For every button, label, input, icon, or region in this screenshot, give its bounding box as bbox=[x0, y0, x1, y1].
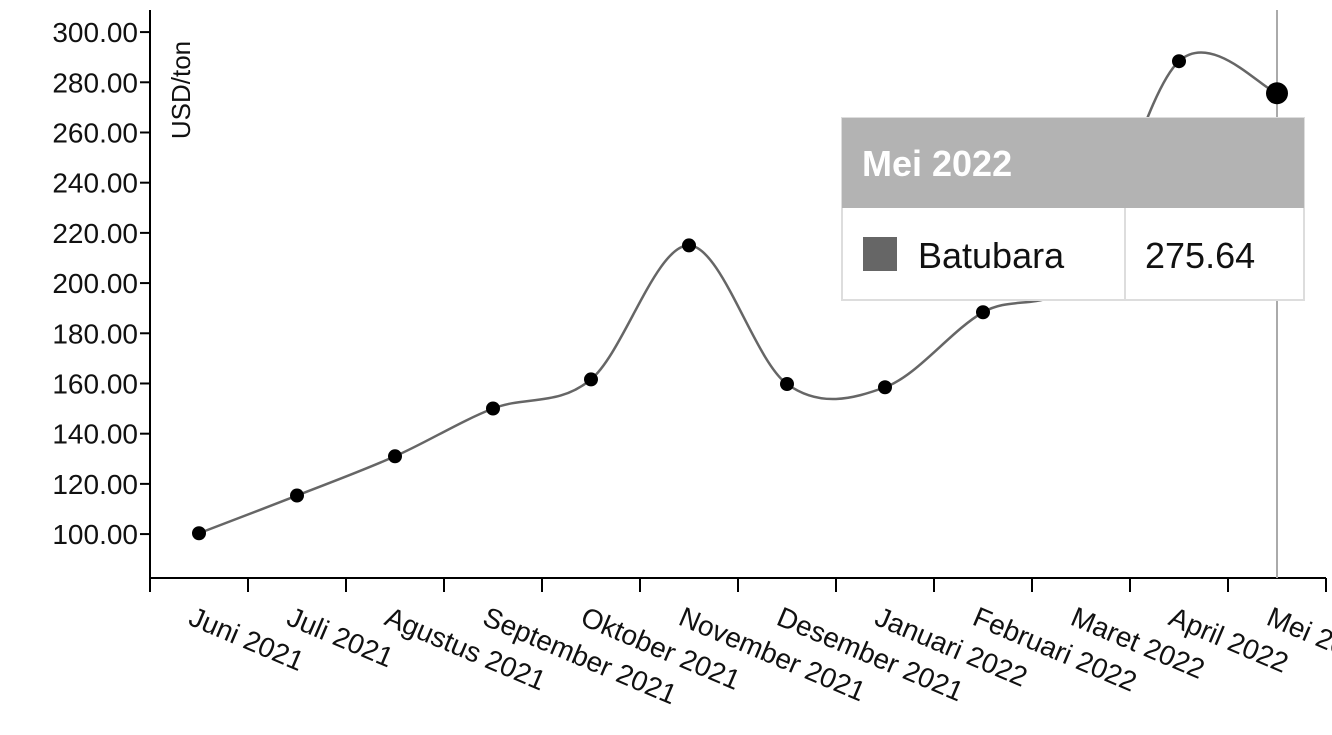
y-tick-label: 260.00 bbox=[52, 117, 138, 148]
y-tick-label: 200.00 bbox=[52, 268, 138, 299]
tooltip-title: Mei 2022 bbox=[862, 143, 1012, 184]
point bbox=[682, 238, 696, 253]
point bbox=[388, 449, 402, 464]
tooltip-series: Batubara bbox=[918, 235, 1065, 276]
point bbox=[486, 401, 500, 416]
point bbox=[1266, 82, 1288, 105]
y-tick-label: 240.00 bbox=[52, 168, 138, 199]
point bbox=[290, 488, 304, 503]
point bbox=[878, 380, 892, 395]
y-tick-label: 120.00 bbox=[52, 469, 138, 500]
tooltip: Mei 2022 Batubara 275.64 bbox=[841, 117, 1305, 301]
y-axis-label: USD/ton bbox=[166, 41, 196, 139]
point bbox=[1172, 54, 1186, 69]
tooltip-value: 275.64 bbox=[1145, 235, 1255, 276]
tooltip-header bbox=[842, 118, 1304, 208]
y-tick-label: 280.00 bbox=[52, 67, 138, 98]
point bbox=[780, 377, 794, 392]
y-tick-label: 180.00 bbox=[52, 318, 138, 349]
y-tick-label: 100.00 bbox=[52, 519, 138, 550]
y-tick-label: 220.00 bbox=[52, 218, 138, 249]
y-tick-label: 160.00 bbox=[52, 368, 138, 399]
point bbox=[584, 372, 598, 387]
point bbox=[976, 305, 990, 320]
legend-swatch bbox=[863, 237, 897, 271]
y-tick-label: 140.00 bbox=[52, 419, 138, 450]
point bbox=[192, 526, 206, 541]
y-tick-label: 300.00 bbox=[52, 17, 138, 48]
